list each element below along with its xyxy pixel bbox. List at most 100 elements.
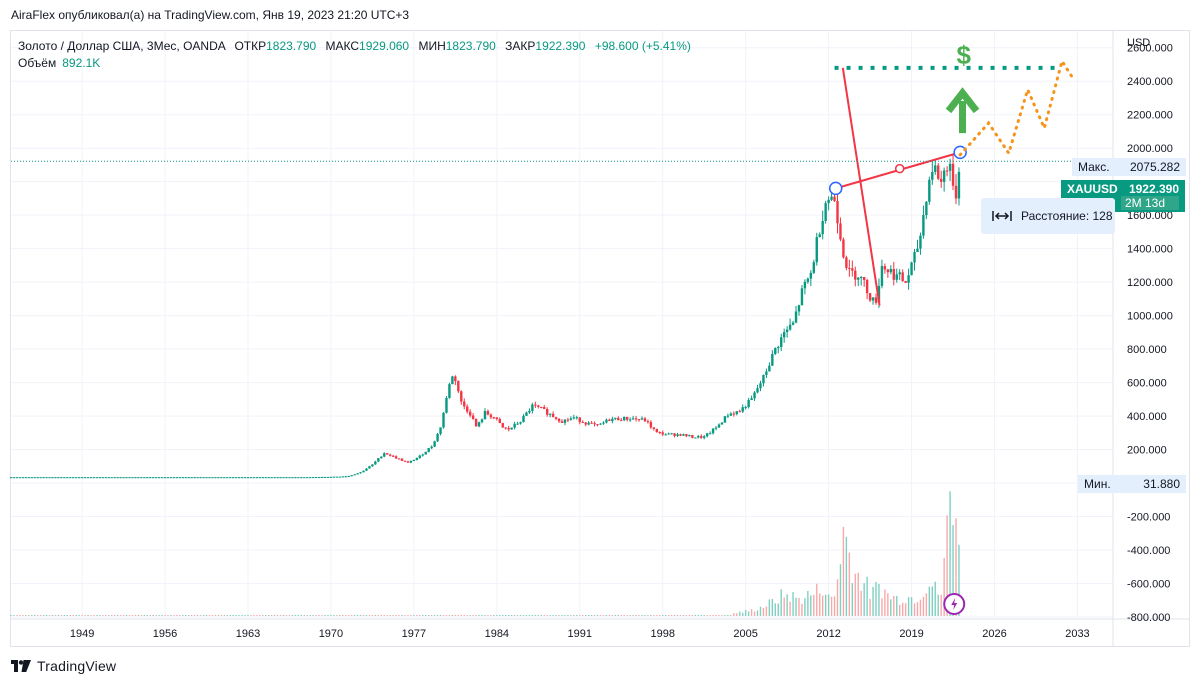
candle-body xyxy=(270,477,273,479)
volume-bar xyxy=(395,615,397,616)
volume-bar xyxy=(256,615,258,616)
candle-body xyxy=(581,422,584,424)
candle-body xyxy=(229,477,232,479)
volume-bar xyxy=(478,615,480,616)
candle-body xyxy=(329,476,333,478)
candle-body xyxy=(655,428,658,432)
tradingview-brand[interactable]: TradingView xyxy=(37,658,117,674)
price-tick-label: -200.000 xyxy=(1127,512,1170,524)
candle-body xyxy=(868,293,872,301)
min-label: Мин. xyxy=(1084,477,1111,491)
candle-body xyxy=(919,235,922,249)
candle-body xyxy=(137,477,140,479)
candle-body xyxy=(72,477,75,479)
candle-body xyxy=(143,477,146,479)
volume-bar xyxy=(739,611,741,616)
volume-bar xyxy=(454,615,457,616)
candle-body xyxy=(676,434,679,436)
volume-bar xyxy=(887,593,889,616)
candle-body xyxy=(821,221,824,235)
volume-bar xyxy=(208,615,211,616)
candle-body xyxy=(380,456,383,459)
candle-body xyxy=(21,477,25,479)
candle-body xyxy=(697,436,700,438)
volume-bar xyxy=(427,615,430,616)
candle-body xyxy=(848,267,851,269)
legend-symbol[interactable]: Золото / Доллар США, 3Мес, OANDA xyxy=(18,39,226,53)
price-tick-label: -600.000 xyxy=(1127,579,1170,591)
candle-body xyxy=(922,215,925,236)
candle-body xyxy=(439,427,442,434)
volume-bar xyxy=(789,601,791,616)
candle-body xyxy=(113,477,116,479)
distance-icon xyxy=(992,211,1012,221)
candle-body xyxy=(36,477,39,479)
volume-bar xyxy=(670,615,673,616)
volume-bar xyxy=(907,597,910,616)
candle-body xyxy=(338,476,342,478)
candle-body xyxy=(782,332,786,338)
candle-body xyxy=(557,418,561,422)
volume-bar xyxy=(131,615,134,616)
volume-bar xyxy=(451,615,454,616)
time-tick-label: 1991 xyxy=(568,628,592,640)
volume-bar xyxy=(919,599,922,616)
volume-bar xyxy=(472,615,474,616)
candle-body xyxy=(412,459,416,461)
volume-bar xyxy=(407,615,409,616)
volume-bar xyxy=(259,615,261,616)
candle-body xyxy=(575,417,579,419)
candle-body xyxy=(86,477,90,479)
candle-body xyxy=(371,464,374,467)
candle-body xyxy=(140,477,143,479)
candle-body xyxy=(753,392,756,399)
candle-body xyxy=(424,451,427,455)
candle-body xyxy=(507,428,510,430)
candle-body xyxy=(418,455,422,458)
candle-body xyxy=(845,257,848,268)
volume-bar xyxy=(78,615,80,616)
candle-body xyxy=(637,419,641,421)
legend-volume-label[interactable]: Объём xyxy=(18,56,57,70)
candle-body xyxy=(593,423,596,425)
candle-body xyxy=(691,435,694,438)
volume-bar xyxy=(792,592,794,616)
volume-bar xyxy=(350,615,353,616)
volume-bar xyxy=(404,615,406,616)
volume-bar xyxy=(401,615,403,616)
candle-body xyxy=(294,477,297,479)
candle-body xyxy=(311,477,315,479)
candle-body xyxy=(658,431,661,433)
candle-body xyxy=(880,266,884,286)
volume-bar xyxy=(819,593,821,616)
volume-bar xyxy=(425,615,427,616)
volume-bar xyxy=(673,615,676,616)
volume-bar xyxy=(87,615,89,616)
candle-body xyxy=(172,477,176,479)
volume-bar xyxy=(273,615,276,616)
candle-body xyxy=(15,477,19,479)
volume-bar xyxy=(762,607,765,616)
candle-body xyxy=(54,477,57,479)
volume-bar xyxy=(901,602,904,616)
candle-body xyxy=(178,477,182,479)
volume-bar xyxy=(623,615,625,616)
top-bar: AiraFlex опубликовал(а) на TradingView.c… xyxy=(0,0,1200,30)
volume-bar xyxy=(60,615,63,616)
volume-bar xyxy=(697,615,699,616)
candle-body xyxy=(907,275,910,283)
candle-body xyxy=(519,422,522,424)
candle-body xyxy=(895,274,898,280)
volume-bar xyxy=(442,615,445,616)
min-price-tag: Мин. 31.880 xyxy=(1078,475,1186,493)
candle-body xyxy=(353,474,356,476)
candle-body xyxy=(777,347,780,349)
arrow-up-icon xyxy=(945,87,980,114)
volume-bar xyxy=(137,615,140,616)
candle-body xyxy=(551,413,555,418)
volume-bar xyxy=(318,615,320,616)
volume-bar xyxy=(608,615,611,616)
candle-body xyxy=(904,280,907,283)
candle-body xyxy=(350,475,353,477)
